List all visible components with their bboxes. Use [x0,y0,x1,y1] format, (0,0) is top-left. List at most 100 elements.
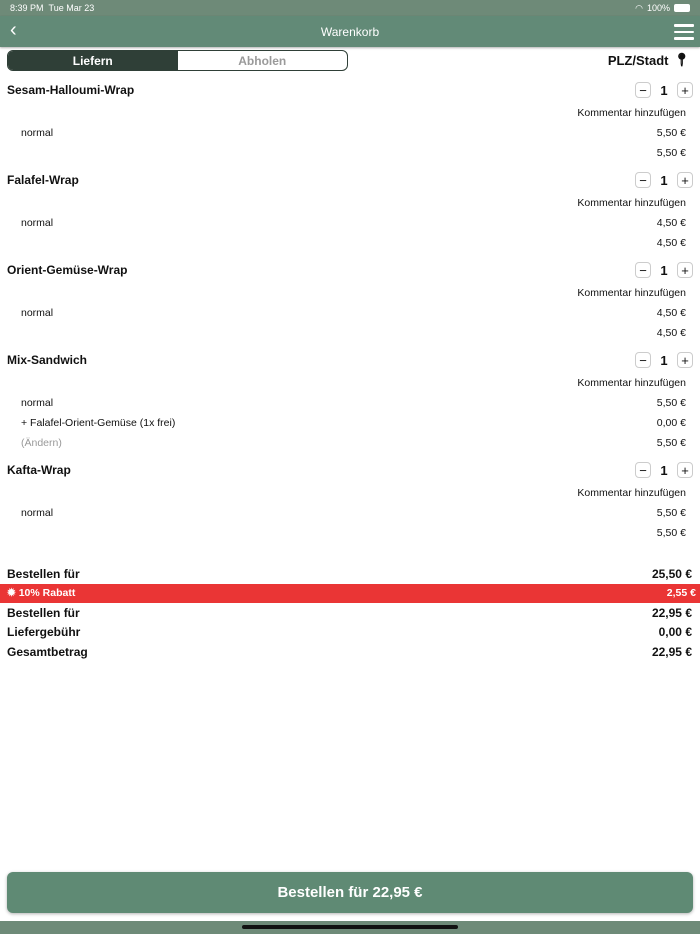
item-line: normal 5,50 € [0,503,700,523]
line-label: normal [21,127,54,139]
tab-liefern[interactable]: Liefern [8,51,178,70]
line-price: 4,50 € [656,217,686,229]
battery-icon [674,4,690,12]
location-label: PLZ/Stadt [607,52,669,68]
line-label: normal [21,217,54,229]
item-quantity: 1 [660,172,668,188]
increase-button[interactable]: + [677,82,693,98]
increase-button[interactable]: + [677,262,693,278]
item-quantity: 1 [660,262,668,278]
quantity-stepper: −1 + [635,82,693,98]
order-summary: Bestellen für 25,50 € ✹ 10% Rabatt 2,55 € … [0,564,700,662]
after-discount-row: Bestellen für 22,95 € [0,603,700,623]
item-quantity: 1 [660,82,668,98]
item-name: Falafel-Wrap [7,172,79,187]
line-label: normal [21,307,54,319]
item-line: (Ändern) 5,50 € [0,433,700,453]
item-name: Kafta-Wrap [7,462,71,477]
decrease-button[interactable]: − [635,172,651,188]
discount-badge-icon: ✹ [7,587,19,600]
item-quantity: 1 [660,462,668,478]
discount-value: 2,55 € [666,587,696,600]
quantity-stepper: −1 + [635,262,693,278]
cart-list: Sesam-Halloumi-Wrap −1 + Kommentar hinzuf… [0,77,700,547]
delivery-fee-row: Liefergebühr 0,00 € [0,623,700,643]
line-price: 5,50 € [656,147,686,159]
item-name: Sesam-Halloumi-Wrap [7,82,135,97]
total-value: 22,95 € [651,644,692,659]
increase-button[interactable]: + [677,462,693,478]
back-chevron-icon[interactable]: ‹ [10,19,17,41]
line-price: 5,50 € [656,437,686,449]
decrease-button[interactable]: − [635,352,651,368]
quantity-stepper: −1 + [635,172,693,188]
after-discount-label: Bestellen für [7,605,80,620]
line-price: 4,50 € [656,307,686,319]
cart-item: Kafta-Wrap −1 + Kommentar hinzufügen norma… [0,457,700,547]
cart-item: Sesam-Halloumi-Wrap −1 + Kommentar hinzuf… [0,77,700,167]
discount-row: ✹ 10% Rabatt 2,55 € [0,583,700,603]
page-title: Warenkorb [320,24,380,39]
line-price: 0,00 € [656,417,686,429]
home-indicator[interactable] [242,925,458,929]
increase-button[interactable]: + [677,172,693,188]
decrease-button[interactable]: − [635,262,651,278]
subtotal-row: Bestellen für 25,50 € [0,564,700,584]
tab-abholen[interactable]: Abholen [238,53,287,68]
item-line: 4,50 € [0,323,700,343]
quantity-stepper: −1 + [635,352,693,368]
status-date: Tue Mar 23 [48,3,95,13]
item-line: normal 5,50 € [0,393,700,413]
cart-item: Falafel-Wrap −1 + Kommentar hinzufügen nor… [0,167,700,257]
item-line: normal 5,50 € [0,123,700,143]
order-button[interactable]: Bestellen für 22,95 € [7,872,693,913]
line-price: 5,50 € [656,527,686,539]
line-price: 4,50 € [656,327,686,339]
item-line: 5,50 € [0,143,700,163]
map-pin-icon: 📍︎ [673,52,690,67]
line-price: 4,50 € [656,237,686,249]
add-comment-link[interactable]: Kommentar hinzufügen [577,287,686,299]
item-line: 4,50 € [0,233,700,253]
line-label: + Falafel-Orient-Gemüse (1x frei) [21,417,176,429]
item-name: Orient-Gemüse-Wrap [7,262,128,277]
item-line: normal 4,50 € [0,303,700,323]
status-bar: 8:39 PM Tue Mar 23 ◠ 100% [0,0,700,16]
item-name: Mix-Sandwich [7,352,88,367]
decrease-button[interactable]: − [635,462,651,478]
line-price: 5,50 € [656,507,686,519]
cart-item: Mix-Sandwich −1 + Kommentar hinzufügen nor… [0,347,700,457]
decrease-button[interactable]: − [635,82,651,98]
add-comment-link[interactable]: Kommentar hinzufügen [577,197,686,209]
delivery-fee-label: Liefergebühr [7,625,81,640]
subtotal-label: Bestellen für [7,566,80,581]
add-comment-link[interactable]: Kommentar hinzufügen [577,107,686,119]
add-comment-link[interactable]: Kommentar hinzufügen [577,487,686,499]
status-time: 8:39 PM [10,3,44,13]
item-line: + Falafel-Orient-Gemüse (1x frei) 0,00 € [0,413,700,433]
increase-button[interactable]: + [677,352,693,368]
battery-percent: 100% [646,3,670,13]
total-label: Gesamtbetrag [7,644,88,659]
cart-item: Orient-Gemüse-Wrap −1 + Kommentar hinzufü… [0,257,700,347]
change-link[interactable]: (Ändern) [21,437,62,449]
add-comment-link[interactable]: Kommentar hinzufügen [577,377,686,389]
delivery-mode-toggle: Liefern Abholen [7,50,348,71]
item-quantity: 1 [660,352,668,368]
total-row: Gesamtbetrag 22,95 € [0,642,700,662]
discount-label: 10% Rabatt [18,587,76,600]
line-price: 5,50 € [656,397,686,409]
subtotal-value: 25,50 € [651,566,692,581]
after-discount-value: 22,95 € [651,605,692,620]
quantity-stepper: −1 + [635,462,693,478]
item-line: 5,50 € [0,523,700,543]
line-price: 5,50 € [656,127,686,139]
line-label: normal [21,507,54,519]
nav-header: ‹ Warenkorb [0,16,700,47]
delivery-fee-value: 0,00 € [658,625,692,640]
wifi-icon: ◠ [635,2,643,13]
item-line: normal 4,50 € [0,213,700,233]
location-selector[interactable]: PLZ/Stadt 📍︎ [608,52,690,68]
hamburger-menu-icon[interactable] [674,24,694,44]
line-label: normal [21,397,54,409]
